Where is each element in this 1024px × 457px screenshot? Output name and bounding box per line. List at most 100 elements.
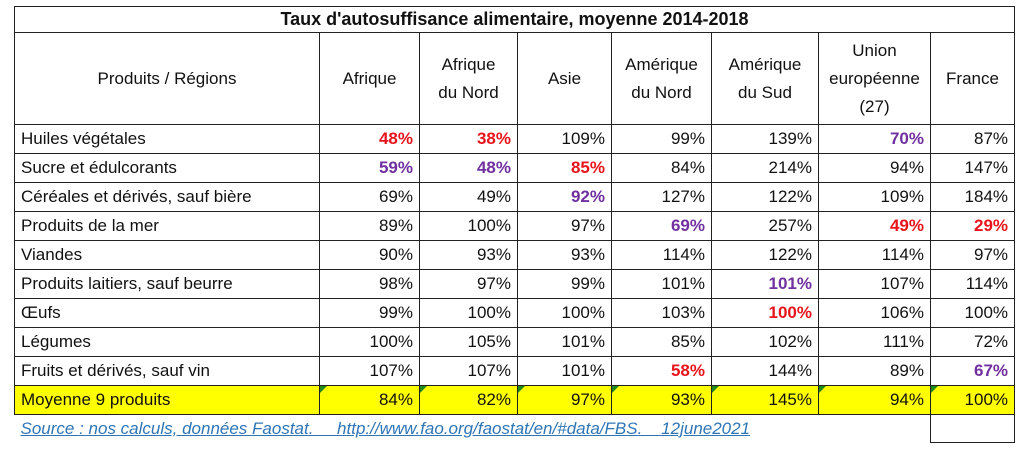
value-cell: 101% [517,327,612,357]
value-cell: 103% [611,298,712,328]
value-cell: 69% [319,182,420,212]
value-cell: 101% [611,269,712,299]
value-cell: 93% [517,240,612,270]
value-cell: 99% [319,298,420,328]
header-col-5-line-1: Amérique [728,54,802,74]
source-link[interactable]: Source : nos calculs, données Faostat. h… [20,418,751,438]
value-cell: 114% [929,269,1016,299]
value-cell: 58% [611,356,712,386]
value-cell: 100% [419,298,518,328]
value-cell: 89% [818,356,931,386]
value-cell: 97% [929,240,1016,270]
table-row: Produits de la mer 89% 100% 97% 69% 257% 49% 29… [14,211,1016,241]
row-label: Huiles végétales [14,124,320,154]
average-value-cell: 145% [711,385,819,415]
value-cell: 111% [818,327,931,357]
value-cell: 107% [319,356,420,386]
header-col-6-line-1: Union [852,40,897,60]
value-cell: 99% [517,269,612,299]
value-cell: 144% [711,356,819,386]
source-blank-cell [929,414,1016,443]
value-cell: 100% [319,327,420,357]
value-cell: 92% [517,182,612,212]
header-col-7: France [929,32,1016,125]
table-row: Huiles végétales 48% 38% 109% 99% 139% 70% 87% [14,124,1016,154]
value-cell: 100% [517,298,612,328]
value-cell: 38% [419,124,518,154]
row-label: Sucre et édulcorants [14,153,320,183]
value-cell: 105% [419,327,518,357]
value-cell: 98% [319,269,420,299]
row-label: Viandes [14,240,320,270]
header-col-2-line-1: Afrique [441,54,496,74]
value-cell: 102% [711,327,819,357]
row-label: Fruits et dérivés, sauf vin [14,356,320,386]
value-cell: 100% [419,211,518,241]
value-cell: 49% [818,211,931,241]
header-col-5: Amérique du Sud [711,32,819,125]
value-cell: 122% [711,182,819,212]
header-col-4-line-1: Amérique [625,54,698,74]
value-cell: 106% [818,298,931,328]
value-cell: 94% [818,153,931,183]
average-label: Moyenne 9 produits [14,385,320,415]
value-cell: 184% [929,182,1016,212]
value-cell: 90% [319,240,420,270]
table-row: Sucre et édulcorants 59% 48% 85% 84% 214% 94% 1… [14,153,1016,183]
value-cell: 85% [611,327,712,357]
table-row: Produits laitiers, sauf beurre 98% 97% 99% 1… [14,269,1016,299]
table-row: Fruits et dérivés, sauf vin 107% 107% 101% 5… [14,356,1016,386]
header-col-6: Union européenne (27) [818,32,931,125]
table-row: Œufs 99% 100% 100% 103% 100% 106% 100% [14,298,1016,328]
value-cell: 109% [818,182,931,212]
value-cell: 109% [517,124,612,154]
average-value-cell: 84% [319,385,420,415]
table-title: Taux d'autosuffisance alimentaire, moyen… [13,6,1016,33]
header-col-6-line-2: européenne [829,68,920,88]
value-cell: 122% [711,240,819,270]
value-cell: 87% [929,124,1016,154]
header-col-3: Asie [517,32,612,125]
value-cell: 114% [611,240,712,270]
value-cell: 147% [929,153,1016,183]
source-row: Source : nos calculs, données Faostat. h… [15,414,1016,443]
value-cell: 97% [419,269,518,299]
table-row: Légumes 100% 105% 101% 85% 102% 111% 72% [14,327,1016,357]
value-cell: 84% [611,153,712,183]
value-cell: 67% [929,356,1016,386]
value-cell: 114% [818,240,931,270]
row-label: Œufs [14,298,320,328]
header-col-5-line-2: du Sud [738,82,792,102]
value-cell: 85% [517,153,612,183]
value-cell: 48% [419,153,518,183]
value-cell: 107% [818,269,931,299]
header-col-1-line-1: Afrique [342,68,397,88]
header-col-1: Afrique [319,32,420,125]
header-col-4-line-2: du Nord [631,82,692,102]
value-cell: 59% [319,153,420,183]
value-cell: 127% [611,182,712,212]
average-row: Moyenne 9 produits 84% 82% 97% 93% 145% 94% 100… [14,385,1016,415]
row-label: Produits laitiers, sauf beurre [14,269,320,299]
header-col-4: Amérique du Nord [611,32,712,125]
value-cell: 99% [611,124,712,154]
value-cell: 72% [929,327,1016,357]
self-sufficiency-table: Taux d'autosuffisance alimentaire, moyen… [13,6,1016,443]
table-row: Céréales et dérivés, sauf bière 69% 49% 92%… [14,182,1016,212]
value-cell: 69% [611,211,712,241]
table-row: Viandes 90% 93% 93% 114% 122% 114% 97% [14,240,1016,270]
average-value-cell: 100% [929,385,1016,415]
value-cell: 214% [711,153,819,183]
row-label: Légumes [14,327,320,357]
value-cell: 89% [319,211,420,241]
value-cell: 49% [419,182,518,212]
header-col-2-line-2: du Nord [438,82,499,102]
header-col-6-line-3: (27) [859,96,890,116]
value-cell: 257% [711,211,819,241]
value-cell: 29% [929,211,1016,241]
row-label: Produits de la mer [14,211,320,241]
average-value-cell: 94% [818,385,931,415]
value-cell: 97% [517,211,612,241]
average-value-cell: 97% [517,385,612,415]
header-col-3-line-1: Asie [547,68,582,88]
